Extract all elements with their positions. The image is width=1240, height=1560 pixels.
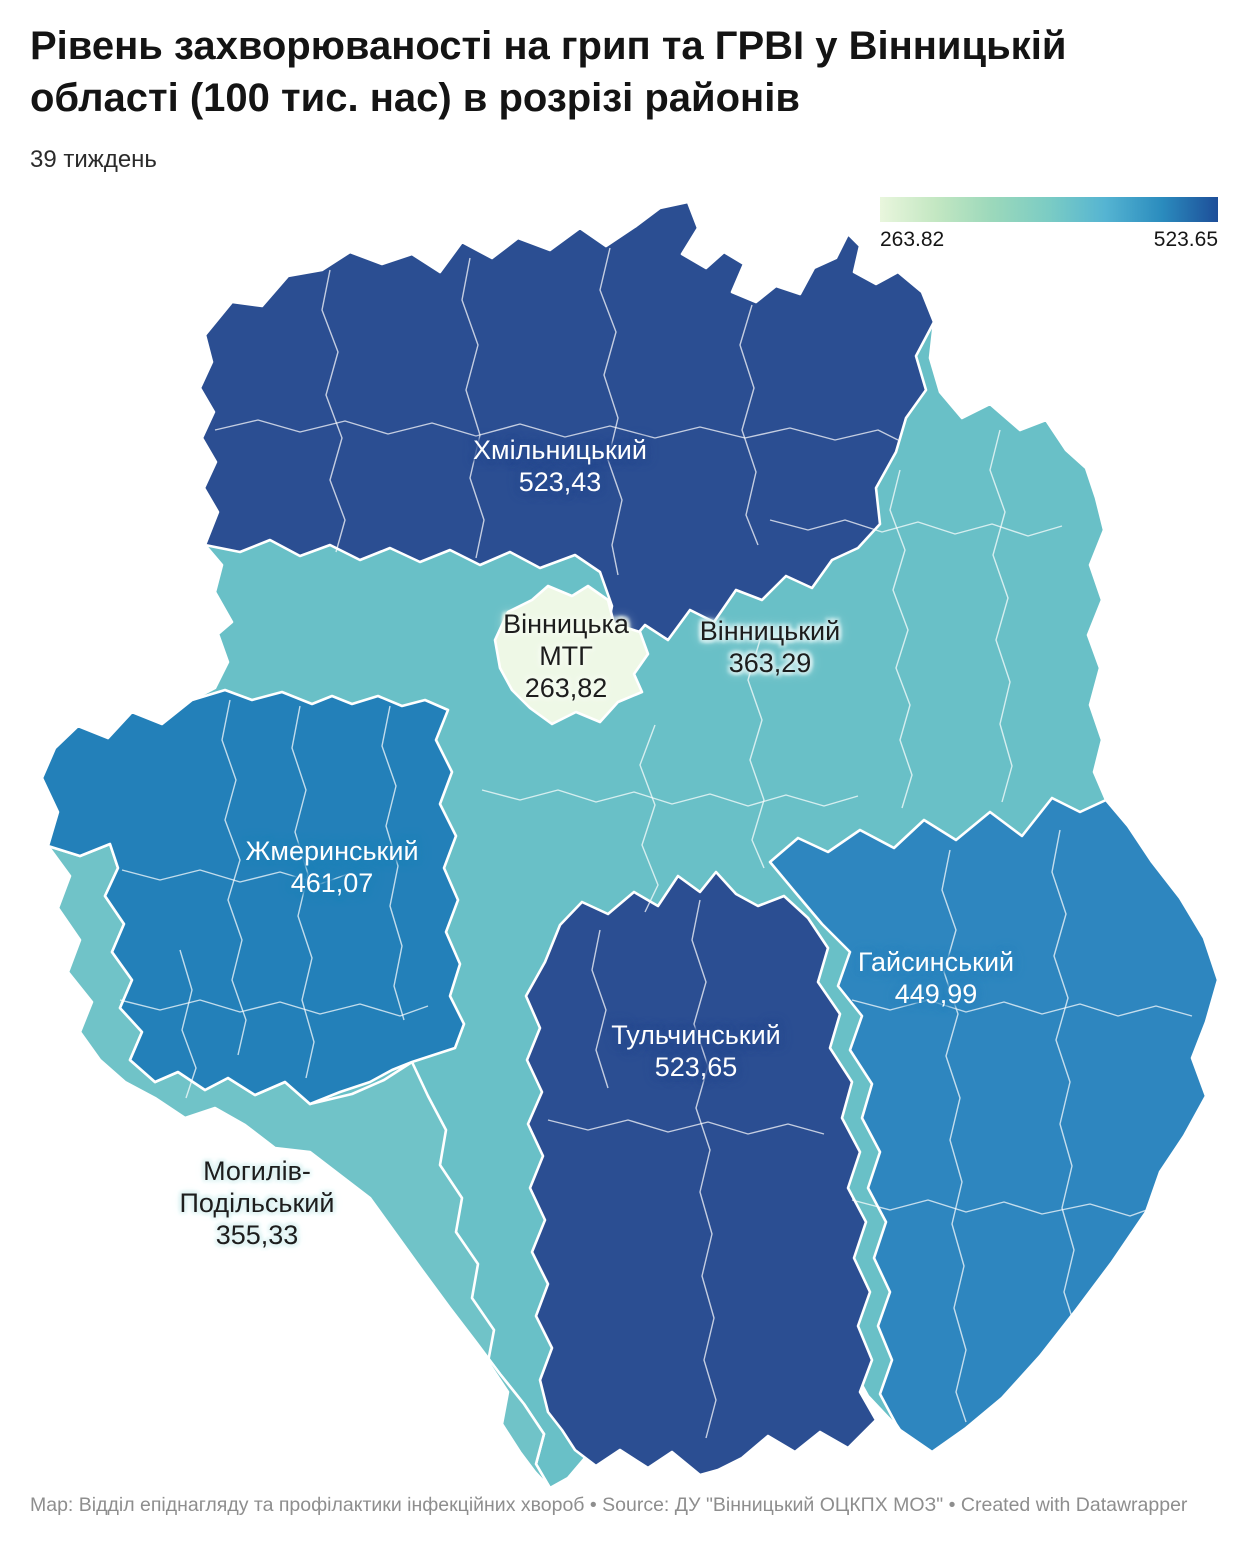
attribution-footer: Map: Відділ епіднагляду та профілактики …: [30, 1494, 1188, 1516]
subtitle-week: 39 тиждень: [30, 146, 157, 173]
legend-min-label: 263.82: [880, 228, 945, 251]
legend-labels: 263.82 523.65: [880, 228, 1218, 252]
region-vinnytska-mtg[interactable]: [493, 584, 650, 726]
legend-gradient: [880, 197, 1218, 222]
region-khmilnytskyi[interactable]: [198, 200, 936, 654]
region-zhmerynskyi[interactable]: [40, 688, 466, 1106]
color-legend: 263.82 523.65: [880, 197, 1218, 252]
region-haisynskyi[interactable]: [768, 796, 1220, 1454]
page-title: Рівень захворюваності на грип та ГРВІ у …: [30, 24, 1067, 120]
region-tulchynskyi[interactable]: [524, 870, 878, 1477]
legend-max-label: 523.65: [1153, 228, 1218, 251]
hromada-borders: [119, 247, 1193, 1439]
